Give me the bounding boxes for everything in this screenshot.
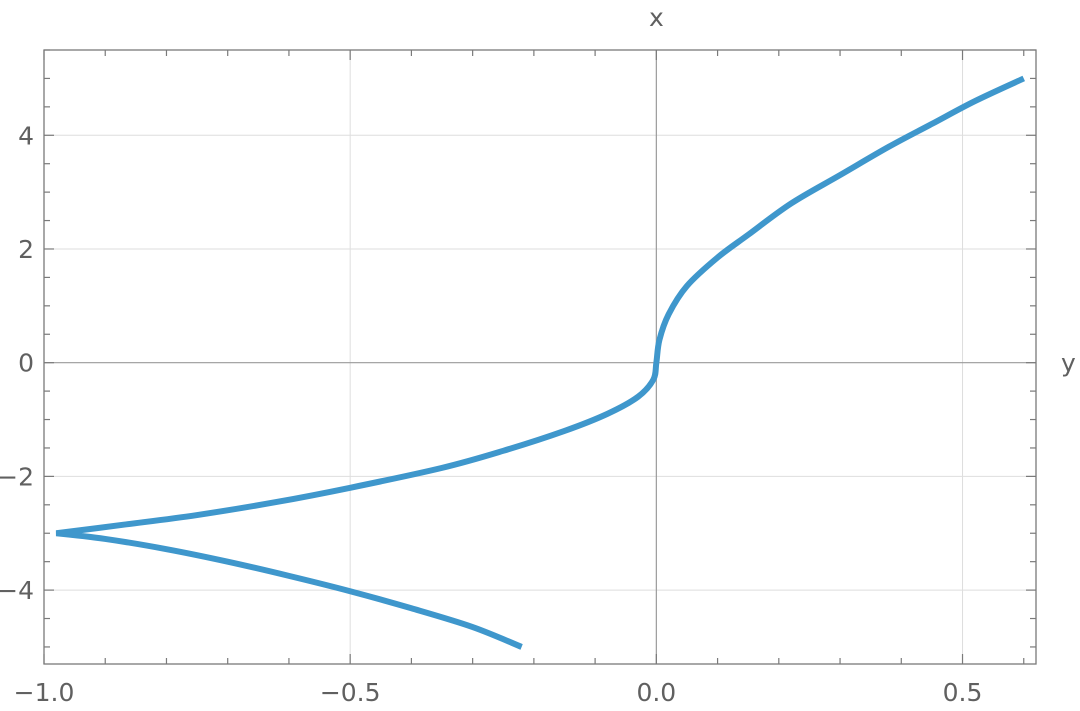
- y-tick-label: 0: [18, 349, 34, 378]
- y-tick-label: 4: [18, 121, 34, 150]
- x-tick-label: 0.0: [636, 678, 676, 707]
- x-tick-labels: −1.0 −0.5 0.0 0.5: [14, 678, 983, 707]
- plot-frame: [43, 49, 1037, 665]
- series-line: [55, 75, 1026, 650]
- tick-marks: [43, 49, 1036, 664]
- x-tick-label: −1.0: [14, 678, 75, 707]
- y-tick-labels: −4 −2 0 2 4: [0, 121, 34, 605]
- vertical-axis-label: x: [649, 3, 664, 32]
- y-tick-label: −4: [0, 576, 34, 605]
- origin-axes: [44, 50, 1036, 664]
- y-tick-label: −2: [0, 462, 34, 491]
- y-tick-label: 2: [18, 235, 34, 264]
- horizontal-axis-label: y: [1061, 349, 1076, 378]
- gridlines: [43, 50, 1036, 664]
- x-tick-label: 0.5: [943, 678, 983, 707]
- series-lines: [55, 75, 1026, 650]
- x-tick-label: −0.5: [320, 678, 381, 707]
